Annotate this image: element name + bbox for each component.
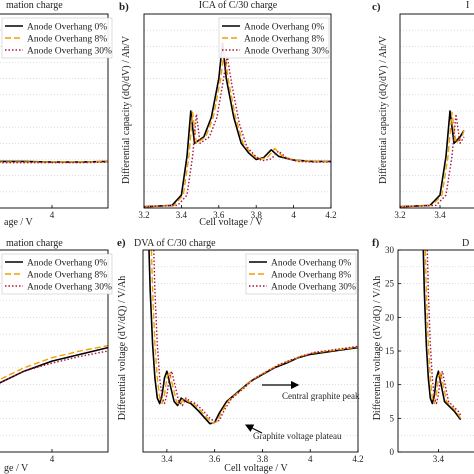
panel-b-xlabel: Cell voltage / V xyxy=(199,217,263,228)
series-line-f-2 xyxy=(426,250,462,416)
panel-e: e) DVA of C/30 charge Cell voltage / V D… xyxy=(117,237,288,474)
y-tick-label: 20 xyxy=(385,312,395,322)
panel-c-letter: c) xyxy=(372,1,381,13)
legend-b: Anode Overhang 0% Anode Overhang 8% Anode … xyxy=(218,17,330,59)
legend-e: Anode Overhang 0% Anode Overhang 8% Anode … xyxy=(245,253,357,295)
annotation-graphite-voltage-plateau: Graphite voltage plateau xyxy=(253,431,342,441)
series-line-a-1 xyxy=(0,160,108,163)
panel-f-ylabel: Differential voltage (dV/dQ) / V/Ah xyxy=(372,276,383,421)
series-line-d-0 xyxy=(0,346,108,384)
panel-c: c) I Differential capacity (dQ/dV) / Ah/… xyxy=(372,0,469,184)
x-tick-label: 3.8 xyxy=(251,210,263,220)
legend-entry: Anode Overhang 0% xyxy=(244,23,324,33)
y-tick-label: 30 xyxy=(385,245,395,255)
axes-frame xyxy=(399,13,474,209)
panel-a-xlabel: age / V xyxy=(4,217,33,228)
axes-frame xyxy=(142,249,359,453)
x-tick-label: 3.6 xyxy=(213,210,225,220)
series-line-c-0 xyxy=(400,110,465,208)
legend-box xyxy=(1,17,113,59)
x-tick-label: 3.8 xyxy=(257,454,269,464)
legend-d: Anode Overhang 0% Anode Overhang 8% Anode … xyxy=(1,253,113,295)
legend-box xyxy=(245,253,357,295)
x-tick-label: 3.4 xyxy=(434,210,446,220)
y-tick-label: 0 xyxy=(390,447,395,457)
x-tick-label: 4.2 xyxy=(325,210,336,220)
panel-c-title: I xyxy=(466,0,469,11)
panel-e-title: DVA of C/30 charge xyxy=(134,238,216,249)
x-tick-label: 4 xyxy=(291,210,296,220)
series-line-b-1 xyxy=(144,48,331,208)
legend-entry: Anode Overhang 0% xyxy=(271,259,351,269)
x-tick-label: 3.4 xyxy=(433,454,445,464)
arrow-plateau xyxy=(244,424,263,434)
panel-e-letter: e) xyxy=(117,237,126,249)
x-tick-label: 3.2 xyxy=(394,210,405,220)
series-line-e-1 xyxy=(150,250,358,424)
panel-a-title: mation charge xyxy=(6,0,63,11)
legend-entry: Anode Overhang 8% xyxy=(271,271,351,281)
panel-f-title: D xyxy=(462,238,469,249)
panel-e-ylabel: Differential voltage (dV/dQ) / V/Ah xyxy=(117,276,128,421)
series-line-e-2 xyxy=(153,250,358,423)
y-tick-label: 5 xyxy=(390,413,395,423)
legend-entry: Anode Overhang 0% xyxy=(27,259,107,269)
plot-c xyxy=(400,29,474,208)
panel-f-letter: f) xyxy=(372,237,380,249)
x-tick-label: 4 xyxy=(308,454,313,464)
axes-frame xyxy=(397,249,474,453)
series-line-b-2 xyxy=(144,55,331,208)
panel-e-annotations: Central graphite peak Graphite voltage p… xyxy=(253,391,360,441)
series-line-c-2 xyxy=(400,113,465,208)
panel-b-letter: b) xyxy=(119,1,129,13)
panel-d: mation charge ge / V xyxy=(4,238,63,474)
legend-entry: Anode Overhang 8% xyxy=(244,35,324,45)
panel-d-title: mation charge xyxy=(6,238,63,249)
series-line-d-2 xyxy=(0,350,108,384)
y-tick-label: 15 xyxy=(385,346,395,356)
legend-box xyxy=(218,17,330,59)
plot-f xyxy=(398,250,474,436)
panel-f: f) D Differential voltage (dV/dQ) / V/Ah xyxy=(372,237,469,420)
x-tick-label: 3.4 xyxy=(176,210,188,220)
panel-c-ylabel: Differential capacity (dQ/dV) / Ah/V xyxy=(378,35,389,184)
legend-box xyxy=(1,253,113,295)
axes-frame xyxy=(0,249,109,453)
axes-frame xyxy=(143,13,332,209)
annotation-central-graphite-peak: Central graphite peak xyxy=(282,391,360,401)
x-tick-label: 3.2 xyxy=(138,210,149,220)
series-line-f-1 xyxy=(424,250,462,419)
y-tick-label: 10 xyxy=(385,380,395,390)
legend-entry: Anode Overhang 8% xyxy=(27,271,107,281)
legend-entry: Anode Overhang 30% xyxy=(27,47,112,57)
x-tick-label: 3.4 xyxy=(161,454,173,464)
series-line-a-0 xyxy=(0,160,108,163)
panel-d-xlabel: ge / V xyxy=(4,463,29,474)
plot-e xyxy=(143,250,358,436)
legend-entry: Anode Overhang 8% xyxy=(27,35,107,45)
series-line-e-0 xyxy=(148,250,358,425)
axes-frame xyxy=(0,13,109,209)
series-line-f-0 xyxy=(422,250,462,421)
x-tick-label: 4 xyxy=(50,454,55,464)
panel-e-xlabel: Cell voltage / V xyxy=(224,463,288,474)
legend-entry: Anode Overhang 30% xyxy=(27,283,112,293)
panel-b-title: ICA of C/30 charge xyxy=(199,0,278,11)
x-tick-label: 3.6 xyxy=(209,454,221,464)
y-tick-label: 25 xyxy=(385,279,395,289)
panel-a: mation charge age / V xyxy=(4,0,63,228)
legend-entry: Anode Overhang 30% xyxy=(271,283,356,293)
x-tick-label: 4 xyxy=(50,210,55,220)
panel-b: b) ICA of C/30 charge Cell voltage / V D… xyxy=(119,0,278,228)
legend-entry: Anode Overhang 0% xyxy=(27,23,107,33)
panel-b-ylabel: Differential capacity (dQ/dV) / Ah/V xyxy=(121,35,132,184)
legend-entry: Anode Overhang 30% xyxy=(244,47,329,57)
legend-a: Anode Overhang 0% Anode Overhang 8% Anode … xyxy=(1,17,113,59)
x-tick-label: 4.2 xyxy=(352,454,363,464)
